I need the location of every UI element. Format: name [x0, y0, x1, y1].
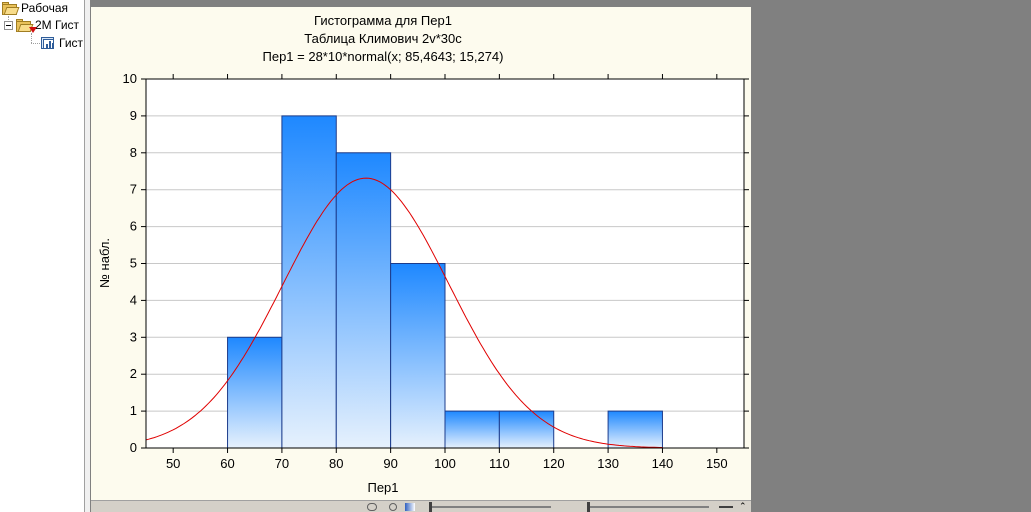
chart-subtitle: Таблица Климович 2v*30c: [304, 31, 462, 46]
tree-node-leaf[interactable]: Гист: [40, 35, 83, 51]
open-folder-icon: [2, 1, 20, 15]
y-tick-label: 9: [130, 108, 137, 123]
chart-title: Гистограмма для Пер1: [314, 13, 452, 28]
x-tick-label: 60: [220, 456, 234, 471]
x-tick-label: 120: [543, 456, 565, 471]
graph-toolbar-strip: ⌃: [91, 500, 751, 512]
y-tick-label: 5: [130, 256, 137, 271]
tree-node-root[interactable]: Рабочая: [2, 0, 68, 16]
workspace-background: [751, 0, 1031, 512]
histogram-bars: [227, 115, 663, 449]
x-tick-label: 130: [597, 456, 619, 471]
panel-splitter[interactable]: [84, 0, 91, 512]
color-scale-icon[interactable]: [405, 503, 415, 511]
y-tick-label: 3: [130, 329, 137, 344]
x-tick-label: 150: [706, 456, 728, 471]
graph-document-icon: [40, 36, 56, 50]
x-tick-label: 110: [489, 456, 510, 471]
normal-curve: [145, 177, 663, 448]
dots-icon: [563, 503, 573, 511]
tree-node-leaf-label: Гист: [59, 36, 84, 50]
histogram-bar: [607, 410, 663, 449]
tree-connector: [31, 43, 40, 44]
y-tick-label: 6: [130, 219, 137, 234]
x-tick-label: 90: [383, 456, 397, 471]
y-tick-label: 8: [130, 145, 137, 160]
y-tick-label: 2: [130, 366, 137, 381]
y-tick-label: 1: [130, 403, 137, 418]
workbook-tree-panel: Рабочая 2M Гист Гист: [0, 0, 84, 512]
collapse-icon[interactable]: [4, 20, 13, 30]
key-icon[interactable]: [719, 506, 733, 512]
pan-icon[interactable]: [389, 503, 397, 511]
tree-node-child[interactable]: 2M Гист: [4, 17, 79, 33]
y-tick-label: 10: [123, 71, 137, 86]
x-tick-label: 80: [329, 456, 343, 471]
histogram-bar: [335, 152, 392, 449]
histogram-bar: [281, 115, 337, 449]
expand-arrows-icon[interactable]: ⌃: [739, 502, 747, 512]
histogram-bar: [390, 263, 446, 449]
histogram-chart: Гистограмма для Пер1 Таблица Климович 2v…: [97, 13, 749, 495]
vertical-slider-track[interactable]: [587, 506, 709, 508]
y-tick-label: 4: [130, 292, 137, 307]
tree-connector: [31, 33, 32, 43]
chart-formula: Пер1 = 28*10*normal(x; 85,4643; 15,274): [263, 49, 504, 64]
histogram-bar: [444, 410, 500, 449]
tree-node-root-label: Рабочая: [21, 1, 68, 15]
x-tick-label: 100: [434, 456, 456, 471]
x-tick-label: 70: [275, 456, 289, 471]
y-tick-label: 0: [130, 440, 137, 455]
y-axis-label: № набл.: [97, 238, 112, 288]
workspace-background: [91, 0, 751, 7]
x-axis-ticks: 50 60 70 80 90 100 110 120 130 140 150: [166, 74, 728, 471]
zoom-icon[interactable]: [367, 503, 377, 511]
histogram-bar: [227, 336, 283, 449]
active-marker-icon: [29, 27, 37, 33]
tree-node-child-label: 2M Гист: [35, 18, 80, 32]
open-folder-icon: [16, 18, 34, 32]
x-tick-label: 140: [652, 456, 674, 471]
histogram-bar: [498, 410, 555, 449]
vertical-slider-thumb[interactable]: [587, 502, 590, 512]
horizontal-slider-thumb[interactable]: [429, 502, 432, 512]
graph-window[interactable]: Гистограмма для Пер1 Таблица Климович 2v…: [91, 7, 751, 500]
x-tick-label: 50: [166, 456, 180, 471]
y-axis-ticks: 0 1 2 3 4 5 6 7 8 9 10: [123, 71, 749, 455]
horizontal-slider-track[interactable]: [429, 506, 551, 508]
y-tick-label: 7: [130, 182, 137, 197]
x-axis-label: Пер1: [367, 480, 398, 495]
